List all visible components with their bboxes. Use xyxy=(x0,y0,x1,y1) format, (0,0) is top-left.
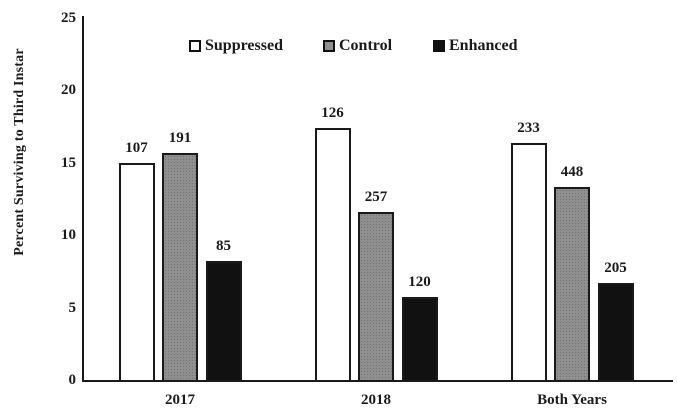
bar-2018-enhanced xyxy=(401,297,438,382)
bar-count-label: 233 xyxy=(517,119,540,136)
y-tick-label-5: 5 xyxy=(68,299,77,316)
bar-2018-control xyxy=(358,212,394,382)
x-axis-label-2018: 2018 xyxy=(361,392,391,408)
y-tick-label-15: 15 xyxy=(61,154,76,171)
legend-item-suppressed: Suppressed xyxy=(189,38,283,54)
bar-2017-enhanced xyxy=(205,261,242,382)
legend-label: Enhanced xyxy=(449,37,518,54)
bar-count-label: 107 xyxy=(125,139,148,156)
y-axis-line xyxy=(82,16,84,382)
y-tick-label-0: 0 xyxy=(68,372,77,388)
bar-2018-suppressed xyxy=(314,128,351,382)
bar-2017-control xyxy=(162,152,198,382)
legend-swatch-enhanced xyxy=(433,40,445,52)
y-tick-label-10: 10 xyxy=(61,227,76,244)
legend-swatch-suppressed xyxy=(189,40,201,52)
bar-count-label: 257 xyxy=(364,189,388,206)
bar-count-label: 448 xyxy=(560,164,584,181)
bar-both-years-enhanced xyxy=(597,282,634,382)
bar-2017-suppressed xyxy=(118,162,155,382)
bar-count-label: 120 xyxy=(408,274,431,291)
legend-label: Control xyxy=(339,37,393,54)
x-axis-label-2017: 2017 xyxy=(165,392,195,408)
y-tick-label-25: 25 xyxy=(61,10,76,26)
bar-both-years-suppressed xyxy=(510,142,547,382)
legend-label: Suppressed xyxy=(205,37,283,54)
bar-count-label: 126 xyxy=(321,105,344,122)
bar-both-years-control xyxy=(554,187,590,382)
legend-swatch-control xyxy=(323,40,335,52)
x-axis-label-both-years: Both Years xyxy=(537,392,607,408)
y-tick-label-20: 20 xyxy=(61,82,76,99)
bar-count-label: 205 xyxy=(604,259,627,276)
bar-count-label: 85 xyxy=(216,238,231,255)
bar-count-label: 191 xyxy=(168,129,192,146)
y-axis-title: Percent Surviving to Third Instar xyxy=(12,48,27,256)
legend-item-enhanced: Enhanced xyxy=(433,38,517,54)
legend-item-control: Control xyxy=(323,38,392,54)
